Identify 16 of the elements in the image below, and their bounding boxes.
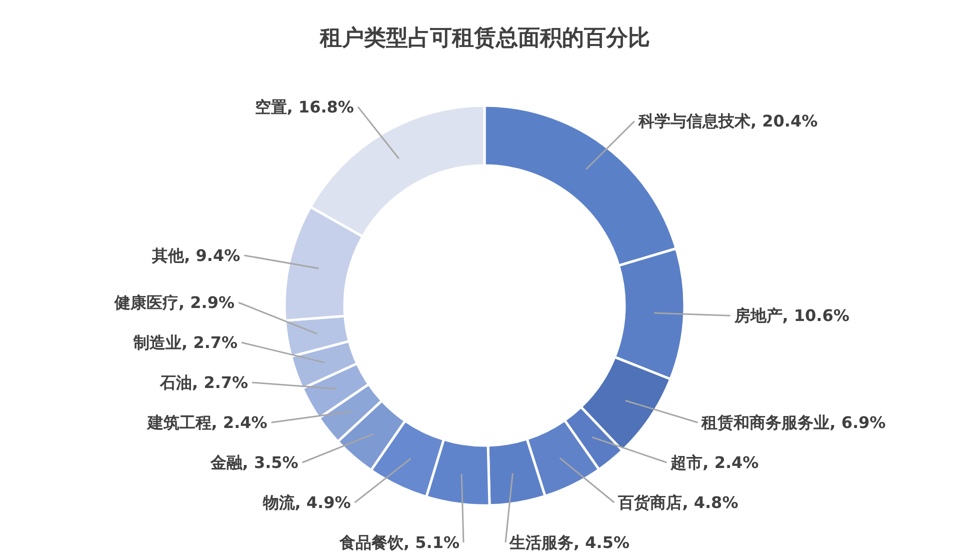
chart-title: 租户类型占可租赁总面积的百分比	[319, 25, 650, 51]
slice-label: 空置, 16.8%	[254, 97, 354, 116]
slice-label: 百货商店, 4.8%	[617, 493, 738, 512]
slice-label: 生活服务, 4.5%	[508, 533, 630, 552]
slice-label: 物流, 4.9%	[262, 493, 351, 512]
slice-label: 制造业, 2.7%	[132, 333, 238, 352]
slice-label: 超市, 2.4%	[670, 453, 759, 472]
slice-label: 石油, 2.7%	[159, 373, 248, 392]
slice-label: 房地产, 10.6%	[733, 306, 850, 326]
slice-label: 其他, 9.4%	[151, 246, 240, 265]
slice-label: 租赁和商务服务业, 6.9%	[700, 413, 886, 432]
slice-label: 金融, 3.5%	[209, 453, 298, 472]
slice-label: 健康医疗, 2.9%	[113, 293, 235, 312]
slice-label: 科学与信息技术, 20.4%	[637, 112, 818, 131]
slice-label: 食品餐饮, 5.1%	[338, 533, 460, 552]
slice-label: 建筑工程, 2.4%	[145, 413, 268, 432]
